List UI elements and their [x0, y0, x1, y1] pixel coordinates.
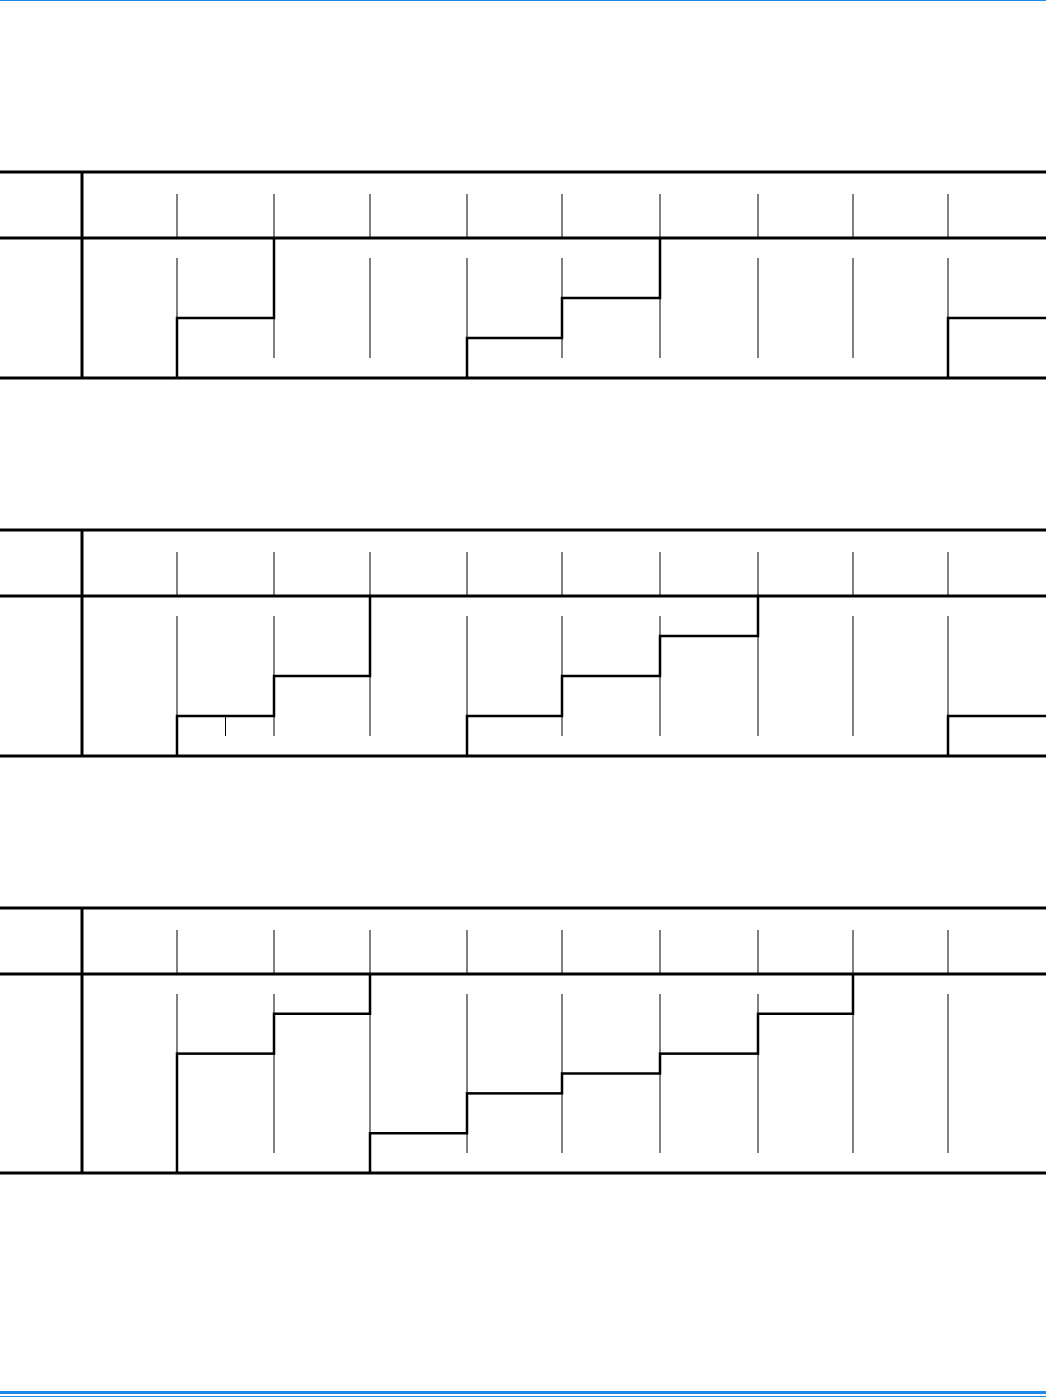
step-waveform	[82, 972, 1046, 1175]
page-footer-rule-thin	[0, 1396, 1046, 1397]
step-waveform	[82, 594, 1046, 758]
page-header-rule	[0, 0, 1046, 1]
step-waveform	[82, 236, 1046, 380]
page-footer-rule	[0, 1391, 1046, 1394]
